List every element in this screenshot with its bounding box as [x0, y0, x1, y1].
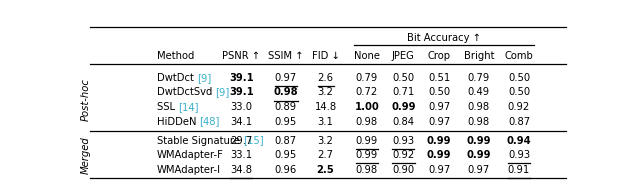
- Text: 0.79: 0.79: [356, 73, 378, 83]
- Text: Crop: Crop: [428, 51, 451, 61]
- Text: 34.8: 34.8: [230, 165, 252, 175]
- Text: 0.98: 0.98: [468, 102, 490, 112]
- Text: 0.91: 0.91: [508, 165, 530, 175]
- Text: 0.95: 0.95: [275, 116, 297, 127]
- Text: 0.99: 0.99: [356, 136, 378, 146]
- Text: WMAdapter-I: WMAdapter-I: [157, 165, 221, 175]
- Text: 0.99: 0.99: [356, 150, 378, 160]
- Text: Stable Signature: Stable Signature: [157, 136, 243, 146]
- Text: 1.00: 1.00: [355, 102, 379, 112]
- Text: Merged: Merged: [81, 136, 91, 174]
- Text: Comb: Comb: [504, 51, 533, 61]
- Text: 0.92: 0.92: [508, 102, 530, 112]
- Text: 29.7: 29.7: [230, 136, 252, 146]
- Text: FID ↓: FID ↓: [312, 51, 339, 61]
- Text: Bit Accuracy ↑: Bit Accuracy ↑: [407, 33, 481, 43]
- Text: PSNR ↑: PSNR ↑: [222, 51, 260, 61]
- Text: 0.98: 0.98: [468, 116, 490, 127]
- Text: 0.99: 0.99: [427, 150, 451, 160]
- Text: DwtDct: DwtDct: [157, 73, 197, 83]
- Text: SSL: SSL: [157, 102, 178, 112]
- Text: 0.84: 0.84: [392, 116, 414, 127]
- Text: 0.97: 0.97: [468, 165, 490, 175]
- Text: 0.96: 0.96: [275, 165, 297, 175]
- Text: 0.79: 0.79: [468, 73, 490, 83]
- Text: 0.50: 0.50: [428, 87, 450, 97]
- Text: 33.1: 33.1: [230, 150, 252, 160]
- Text: JPEG: JPEG: [392, 51, 415, 61]
- Text: 0.49: 0.49: [468, 87, 490, 97]
- Text: [9]: [9]: [197, 73, 211, 83]
- Text: 39.1: 39.1: [229, 87, 253, 97]
- Text: 0.97: 0.97: [428, 116, 450, 127]
- Text: 0.87: 0.87: [508, 116, 530, 127]
- Text: 0.92: 0.92: [392, 150, 415, 160]
- Text: 0.71: 0.71: [392, 87, 415, 97]
- Text: 0.97: 0.97: [428, 165, 450, 175]
- Text: 0.99: 0.99: [427, 136, 451, 146]
- Text: 0.93: 0.93: [508, 150, 530, 160]
- Text: 2.7: 2.7: [317, 150, 333, 160]
- Text: SSIM ↑: SSIM ↑: [268, 51, 303, 61]
- Text: 34.1: 34.1: [230, 116, 252, 127]
- Text: 3.2: 3.2: [317, 136, 333, 146]
- Text: 0.50: 0.50: [392, 73, 415, 83]
- Text: 0.99: 0.99: [467, 150, 491, 160]
- Text: 0.97: 0.97: [428, 102, 450, 112]
- Text: HiDDeN: HiDDeN: [157, 116, 200, 127]
- Text: Bright: Bright: [463, 51, 494, 61]
- Text: 0.89: 0.89: [275, 102, 297, 112]
- Text: 3.2: 3.2: [317, 87, 333, 97]
- Text: None: None: [354, 51, 380, 61]
- Text: 2.5: 2.5: [317, 165, 334, 175]
- Text: 14.8: 14.8: [314, 102, 337, 112]
- Text: 0.98: 0.98: [356, 165, 378, 175]
- Text: [14]: [14]: [178, 102, 198, 112]
- Text: 3.1: 3.1: [317, 116, 333, 127]
- Text: 0.51: 0.51: [428, 73, 450, 83]
- Text: 33.0: 33.0: [230, 102, 252, 112]
- Text: 0.72: 0.72: [356, 87, 378, 97]
- Text: 0.50: 0.50: [508, 87, 530, 97]
- Text: 0.97: 0.97: [275, 73, 297, 83]
- Text: 0.87: 0.87: [275, 136, 297, 146]
- Text: Post-hoc: Post-hoc: [81, 78, 91, 121]
- Text: 0.50: 0.50: [508, 73, 530, 83]
- Text: Method: Method: [157, 51, 195, 61]
- Text: DwtDctSvd: DwtDctSvd: [157, 87, 216, 97]
- Text: [48]: [48]: [200, 116, 220, 127]
- Text: 2.6: 2.6: [317, 73, 333, 83]
- Text: [9]: [9]: [216, 87, 230, 97]
- Text: WMAdapter-F: WMAdapter-F: [157, 150, 224, 160]
- Text: 0.98: 0.98: [356, 116, 378, 127]
- Text: 0.94: 0.94: [507, 136, 531, 146]
- Text: 0.98: 0.98: [273, 87, 298, 97]
- Text: 0.93: 0.93: [392, 136, 415, 146]
- Text: 0.99: 0.99: [467, 136, 491, 146]
- Text: [15]: [15]: [243, 136, 264, 146]
- Text: 0.90: 0.90: [392, 165, 415, 175]
- Text: 0.99: 0.99: [391, 102, 415, 112]
- Text: 39.1: 39.1: [229, 73, 253, 83]
- Text: 0.95: 0.95: [275, 150, 297, 160]
